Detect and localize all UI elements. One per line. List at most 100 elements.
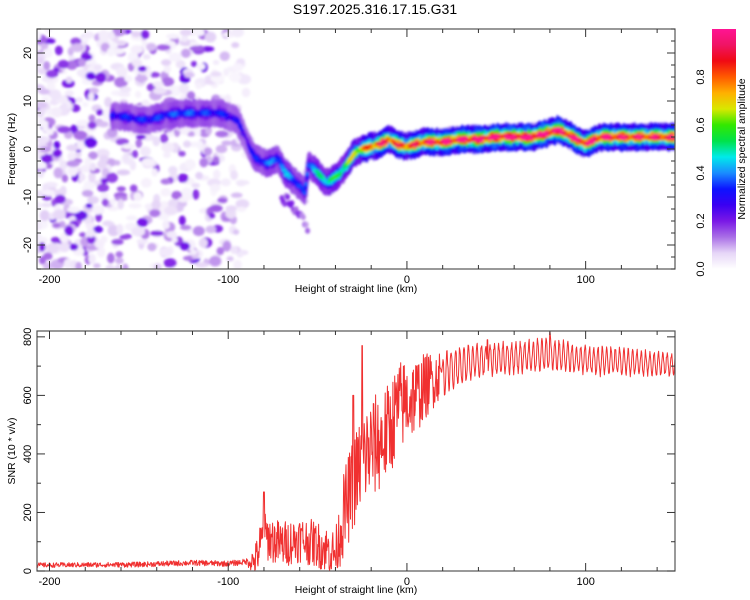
noise-blob [44,163,53,169]
noise-blob [54,194,66,204]
noise-blob [233,259,242,269]
noise-blob [122,263,129,269]
noise-blob [160,59,172,66]
spectrogram-x-tick-label: 0 [404,274,410,286]
noise-blob [145,42,157,52]
noise-blob [107,31,115,41]
noise-blob [137,65,147,72]
noise-blob [84,137,98,148]
noise-blob [191,182,200,189]
noise-blob [171,190,183,200]
noise-blob [135,134,147,140]
noise-blob [86,228,96,238]
noise-blob [208,212,216,219]
noise-blob [190,60,198,67]
noise-blob [46,81,56,91]
noise-blob [178,83,190,94]
noise-blob [98,29,110,41]
noise-blob [118,91,131,98]
noise-blob [179,241,191,251]
noise-blob [37,135,50,144]
noise-blob [184,159,196,170]
noise-blob [192,189,200,200]
noise-blob [45,69,58,78]
noise-blob [116,169,131,176]
noise-blob [129,184,138,193]
noise-blob [150,230,164,237]
noise-blob [203,147,213,156]
spectrogram-y-axis-label: Frequency (Hz) [6,113,18,185]
noise-blob [168,85,182,97]
spectrogram-y-tick-label: 0 [22,146,34,152]
noise-blob [131,59,143,67]
noise-blob [178,150,186,157]
noise-blob [165,33,180,40]
noise-blob [149,72,161,78]
noise-blob [226,256,234,262]
noise-blob [67,151,76,161]
noise-blob [195,171,203,180]
noise-blob [49,89,62,101]
snr-y-tick-label: 400 [22,445,34,463]
noise-blob [163,258,177,268]
noise-blob [222,240,232,252]
noise-blob [37,30,42,41]
noise-blob [215,144,228,154]
noise-blob [140,177,152,188]
noise-blob [106,172,118,183]
noise-blob [42,183,50,192]
noise-blob [57,59,69,69]
noise-blob [205,126,212,135]
noise-blob [85,221,96,230]
noise-blob [65,76,73,84]
noise-blob [102,220,114,227]
noise-blob [181,48,191,58]
noise-blob [57,126,71,134]
noise-blob [159,247,173,258]
noise-blob [114,76,128,88]
noise-blob [73,130,88,141]
noise-blob [184,72,195,78]
noise-blob [64,225,74,236]
noise-blob [142,54,151,60]
noise-blob [130,45,144,55]
noise-blob [205,225,217,234]
noise-blob [134,75,148,82]
noise-blob [101,198,109,207]
noise-blob [209,183,221,192]
noise-blob [179,29,193,37]
ridge-segment [293,179,299,184]
snr-panel: -200 -100 0 100 0 200 400 600 800 Height of stra… [6,328,676,596]
spectrogram-x-tick-label: 100 [576,274,594,286]
ridge-segment [279,164,285,169]
noise-blob [98,121,110,128]
noise-blob [66,160,80,167]
noise-blob [154,263,162,269]
noise-blob [105,264,115,269]
noise-blob [156,44,171,51]
noise-blob [147,242,157,252]
noise-blob [37,101,48,109]
noise-blob [161,76,175,87]
noise-blob [51,261,64,269]
snr-frame [36,330,676,572]
noise-blob [117,198,125,210]
noise-blob [178,215,186,226]
noise-blob [186,91,196,101]
noise-blob [81,185,91,192]
noise-blob [66,60,78,71]
noise-blob [76,119,90,127]
ridge-segment [341,167,346,172]
noise-blob [235,199,250,209]
noise-blob [133,191,143,202]
noise-blob [115,257,124,264]
noise-blob [37,45,42,52]
spectrogram-y-tick-label: 10 [22,95,34,107]
noise-blob [39,210,50,221]
noise-blob [75,261,82,269]
spectrogram-y-tick-label: -10 [22,189,34,205]
secondary-branch-blob [300,214,306,221]
noise-blob [177,197,189,203]
noise-blob [136,238,149,245]
noise-blob [131,226,146,237]
